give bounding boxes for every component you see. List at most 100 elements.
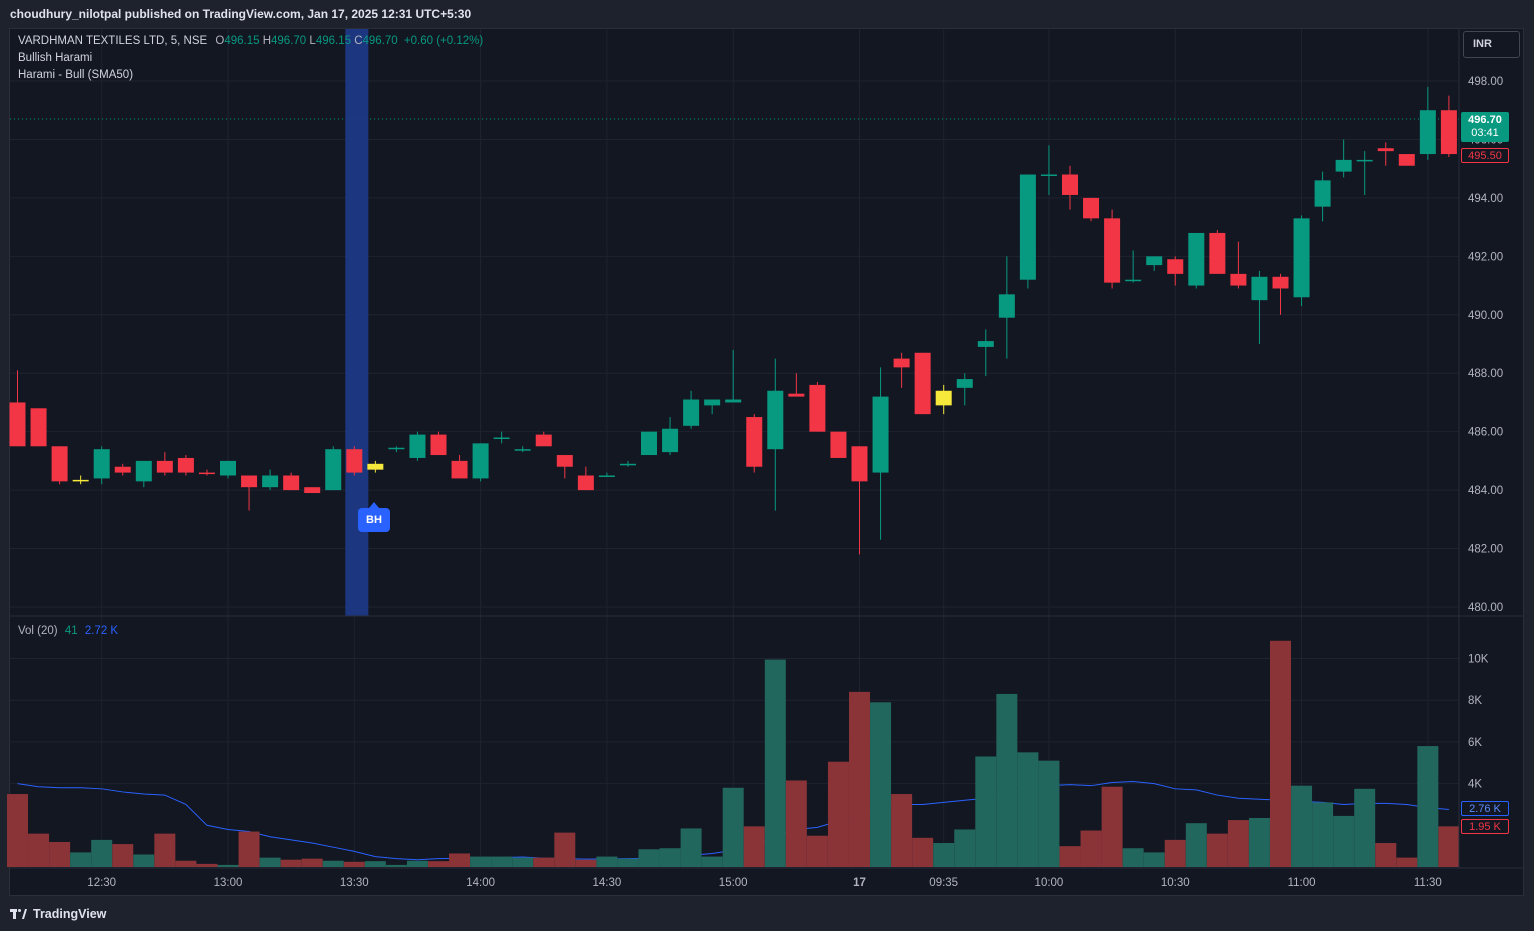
candle-body (1040, 174, 1057, 177)
candle-body (1083, 197, 1100, 219)
volume-bar (933, 843, 955, 867)
candle-body (367, 463, 384, 470)
volume-bar (1143, 852, 1165, 867)
candle-body (388, 447, 405, 450)
candle-body (598, 475, 615, 477)
volume-bar (638, 849, 660, 867)
volume-bar (1122, 848, 1144, 867)
volume-bar (1206, 833, 1228, 867)
last-price-tag: 496.70 03:41 (1461, 112, 1509, 142)
volume-label: Vol (20) (18, 625, 58, 637)
candle-body (9, 402, 26, 447)
bottom-bar (0, 898, 1534, 931)
volume-bar (364, 861, 386, 867)
candle-body (1019, 174, 1036, 280)
volume-bar (343, 861, 365, 867)
brand-label: TradingView (33, 907, 107, 921)
time-tick-label: 10:30 (1161, 877, 1190, 889)
candle-body (283, 475, 300, 491)
volume-bar (406, 860, 428, 867)
open-price-tag: 495.50 (1461, 148, 1509, 163)
volume-legend[interactable]: Vol (20) 41 2.72 K (18, 625, 118, 637)
candle-body (262, 475, 279, 488)
tradingview-brand[interactable]: TradingView (10, 907, 106, 921)
change-value: +0.60 (+0.12%) (403, 35, 484, 47)
indicator-1[interactable]: Bullish Harami (18, 52, 93, 64)
volume-bar (701, 856, 723, 867)
volume-bar (322, 860, 344, 867)
volume-bar (175, 860, 197, 867)
price-tick-label: 484.00 (1468, 485, 1503, 497)
candle-body (851, 446, 868, 482)
low-label: L (309, 35, 316, 47)
high-label: H (262, 35, 272, 47)
candle-body (177, 457, 194, 473)
candle-body (830, 431, 847, 458)
candle-body (1146, 256, 1163, 266)
volume-tick-label: 4K (1468, 779, 1482, 791)
volume-bar (870, 702, 892, 867)
volume-bar (1417, 746, 1439, 867)
volume-bar (1038, 760, 1060, 867)
candle-body (872, 396, 889, 473)
candle-body (241, 475, 258, 488)
candle-body (409, 434, 426, 458)
volume-bar (891, 794, 913, 867)
volume-bar (1017, 752, 1039, 867)
grid (10, 29, 1459, 867)
candle-body (788, 393, 805, 397)
candle-body (535, 434, 552, 447)
symbol-legend: VARDHMAN TEXTILES LTD, 5, NSE O496.15 H4… (18, 35, 483, 47)
volume-bar (1270, 640, 1291, 867)
volume-bar (49, 841, 71, 867)
candle-body (346, 449, 363, 473)
volume-bar (785, 780, 807, 867)
volume-bar (575, 859, 597, 867)
candle-body (451, 460, 468, 479)
price-tick-label: 480.00 (1468, 602, 1503, 614)
indicator-2[interactable]: Harami - Bull (SMA50) (18, 69, 134, 81)
candle-body (430, 434, 447, 456)
symbol-title[interactable]: VARDHMAN TEXTILES LTD, 5, NSE (18, 35, 208, 47)
candle-body (514, 449, 531, 451)
time-tick-label: 14:00 (466, 877, 495, 889)
candle-body (683, 399, 700, 426)
volume-bar (280, 859, 302, 867)
close-label: C (354, 35, 363, 47)
volume-ma-value: 2.72 K (84, 625, 119, 637)
candles (9, 86, 1457, 555)
time-tick-label: 14:30 (593, 877, 622, 889)
candle-body (1104, 218, 1121, 283)
candle-body (914, 352, 931, 415)
volume-bar (1059, 846, 1081, 867)
volume-tick-label: 6K (1468, 737, 1482, 749)
candle-body (746, 417, 763, 467)
currency-button[interactable]: INR (1463, 31, 1520, 58)
time-tick-label: 09:35 (929, 877, 958, 889)
bar-countdown: 03:41 (1471, 127, 1499, 139)
volume-bar (7, 794, 28, 867)
bullish-harami-badge[interactable]: BH (358, 502, 390, 532)
volume-bar (1375, 843, 1397, 867)
volume-bar (912, 837, 934, 867)
volume-bar (764, 659, 786, 867)
open-label: O (215, 35, 225, 47)
candle-body (1356, 159, 1373, 162)
candle-body (93, 449, 110, 479)
candle-body (72, 479, 89, 482)
volume-bar (659, 848, 681, 867)
candle-body (956, 379, 973, 388)
candle-body (1251, 276, 1268, 301)
candle-body (1398, 154, 1415, 166)
volume-bar (1396, 857, 1418, 867)
volume-bar (849, 691, 870, 867)
candle-body (662, 428, 679, 453)
time-tick-label: 17 (853, 877, 866, 889)
candle-body (556, 455, 573, 467)
volume-bar (491, 856, 513, 867)
price-tick-label: 486.00 (1468, 427, 1503, 439)
volume-bar (1101, 786, 1123, 867)
volume-bar (1164, 839, 1186, 867)
volume-bar (996, 693, 1018, 867)
